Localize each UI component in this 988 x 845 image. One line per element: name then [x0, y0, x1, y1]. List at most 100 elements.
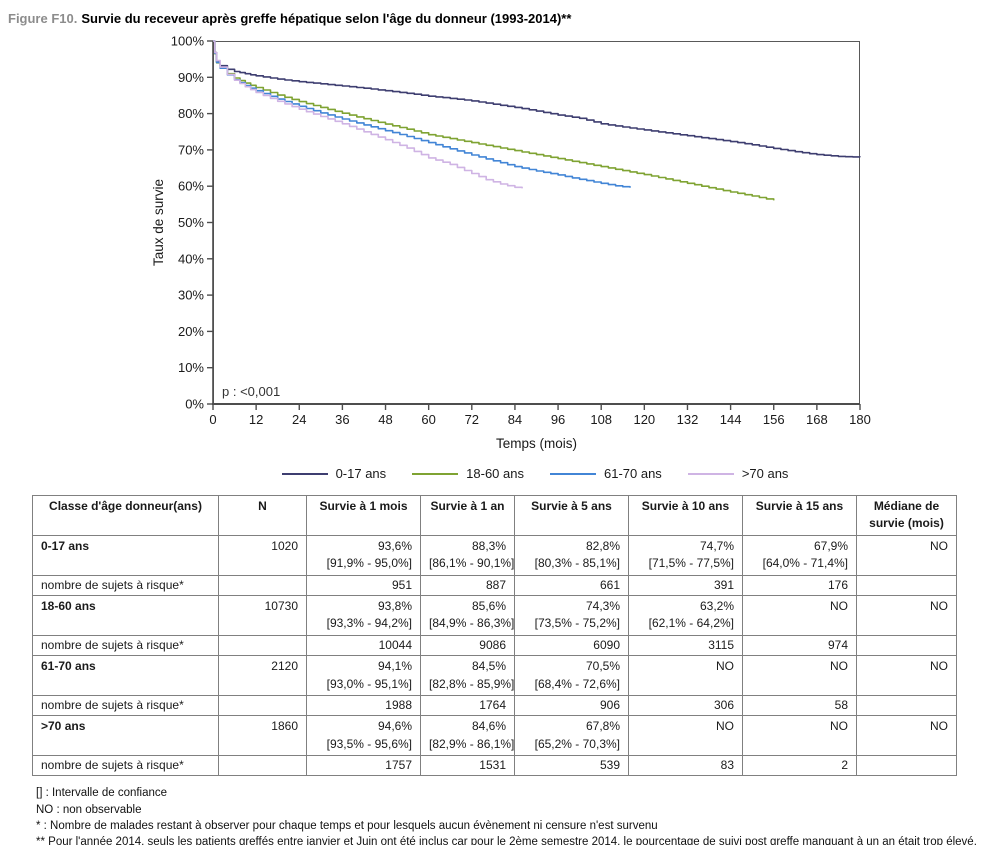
table-cell: 391 [628, 574, 743, 596]
table-cell [218, 755, 307, 777]
footnote-line: ** Pour l'année 2014, seuls les patients… [36, 836, 977, 845]
column-header: Survie à 1 mois [306, 495, 421, 536]
column-header: Médiane de survie (mois) [856, 495, 957, 536]
table-cell [218, 694, 307, 717]
x-tick-label: 36 [335, 412, 349, 427]
column-header: Survie à 10 ans [628, 495, 743, 536]
legend-item-61-70-ans: 61-70 ans [549, 466, 662, 481]
table-cell: NO [742, 594, 857, 636]
x-tick-label: 60 [421, 412, 435, 427]
x-tick-label: 144 [720, 412, 742, 427]
legend-label: 0-17 ans [335, 466, 387, 481]
table-cell: 10730 [218, 594, 307, 636]
footnote-line: NO : non observable [36, 803, 142, 816]
y-tick-label: 10% [178, 360, 204, 375]
survival-chart: 0% 10% 20% 30% 40% 50% 60% 70% 80% 90% 100% 0 12 24 36… [0, 28, 988, 482]
x-tick-label: 0 [209, 412, 216, 427]
x-axis-title: Temps (mois) [496, 436, 577, 451]
x-tick-label: 24 [292, 412, 306, 427]
table-cell: 539 [514, 755, 629, 777]
table-cell: 84,5% [82,8% - 85,9%] [420, 655, 515, 696]
column-header: Survie à 15 ans [742, 495, 857, 536]
table-cell: 1757 [306, 755, 421, 777]
table-cell: NO [742, 655, 857, 696]
survival-table: Classe d'âge donneur(ans) N Survie à 1 moi… [32, 495, 957, 777]
legend-item-18-60-ans: 18-60 ans [412, 466, 524, 481]
table-cell: 61-70 ans [32, 655, 219, 696]
x-tick-label: 12 [249, 412, 263, 427]
x-tick-label: 72 [465, 412, 479, 427]
table-header-row: Classe d'âge donneur(ans) N Survie à 1 moi… [32, 495, 957, 536]
table-cell: 661 [514, 574, 629, 596]
x-tick-label: 84 [508, 412, 522, 427]
y-tick-label: 20% [178, 324, 204, 339]
table-cell: nombre de sujets à risque* [32, 574, 219, 596]
table-cell: NO [628, 655, 743, 696]
table-cell [856, 574, 957, 596]
footnote-line: * : Nombre de malades restant à observer… [36, 820, 658, 833]
table-row: 0-17 ans 1020 93,6% [91,9% - 95,0%] 88,3% [86… [32, 534, 957, 576]
table-cell [856, 634, 957, 657]
x-tick-label: 156 [763, 412, 785, 427]
table-cell: 887 [420, 574, 515, 596]
table-cell [856, 755, 957, 777]
table-cell: >70 ans [32, 715, 219, 757]
table-cell: 18-60 ans [32, 594, 219, 636]
y-tick-label: 0% [185, 397, 204, 412]
y-tick-label: 80% [178, 106, 204, 121]
footnotes: [] : Intervalle de confiance NO : non obs… [36, 785, 988, 845]
legend-item--70-ans: >70 ans [687, 466, 788, 481]
table-cell: 74,7% [71,5% - 77,5%] [628, 534, 743, 576]
legend-item-0-17-ans: 0-17 ans [281, 466, 387, 481]
table-cell: 94,1% [93,0% - 95,1%] [306, 655, 421, 696]
legend-label: 61-70 ans [603, 466, 662, 481]
table-cell: 58 [742, 694, 857, 717]
table-cell: 67,9% [64,0% - 71,4%] [742, 534, 857, 576]
table-cell: NO [628, 715, 743, 757]
y-axis-title: Taux de survie [151, 179, 166, 266]
figure-title-row: Figure F10. Survie du receveur après gref… [0, 0, 988, 26]
table-cell: 2120 [218, 655, 307, 696]
table-cell: nombre de sujets à risque* [32, 755, 219, 777]
legend-line-sample [687, 472, 734, 475]
x-tick-label: 180 [849, 412, 871, 427]
chart-legend: 0-17 ans 18-60 ans 61-70 ans >70 ans [0, 466, 988, 481]
table-cell: 10044 [306, 634, 421, 657]
table-cell: 93,8% [93,3% - 94,2%] [306, 594, 421, 636]
y-tick-label: 50% [178, 215, 204, 230]
series-line--70-ans [213, 40, 523, 189]
table-cell: 1764 [420, 694, 515, 717]
series-line-18-60-ans [213, 40, 775, 201]
table-cell: 83 [628, 755, 743, 777]
p-value-annotation: p : <0,001 [222, 384, 280, 399]
table-cell: 951 [306, 574, 421, 596]
table-cell [218, 634, 307, 657]
table-cell: 85,6% [84,9% - 86,3%] [420, 594, 515, 636]
y-tick-label: 100% [171, 34, 205, 49]
table-cell: 974 [742, 634, 857, 657]
table-cell: 1860 [218, 715, 307, 757]
legend-line-sample [281, 472, 328, 475]
x-tick-label: 96 [551, 412, 565, 427]
x-tick-label: 132 [677, 412, 699, 427]
figure-title: Survie du receveur après greffe hépatiqu… [81, 11, 572, 26]
table-cell: 1020 [218, 534, 307, 576]
table-cell: 88,3% [86,1% - 90,1%] [420, 534, 515, 576]
table-cell: 1988 [306, 694, 421, 717]
table-row: nombre de sujets à risque* 951 887 661 391 17… [32, 574, 957, 596]
legend-line-sample [549, 472, 596, 475]
series-line-61-70-ans [213, 40, 631, 188]
table-cell: 1531 [420, 755, 515, 777]
y-tick-label: 60% [178, 179, 204, 194]
table-cell: 84,6% [82,9% - 86,1%] [420, 715, 515, 757]
table-cell: nombre de sujets à risque* [32, 634, 219, 657]
x-tick-label: 120 [633, 412, 655, 427]
table-cell: 6090 [514, 634, 629, 657]
table-cell: 3115 [628, 634, 743, 657]
table-cell: NO [856, 534, 957, 576]
y-tick-label: 90% [178, 70, 204, 85]
table-cell: NO [856, 594, 957, 636]
y-tick-label: 30% [178, 288, 204, 303]
plot-frame [213, 41, 860, 404]
